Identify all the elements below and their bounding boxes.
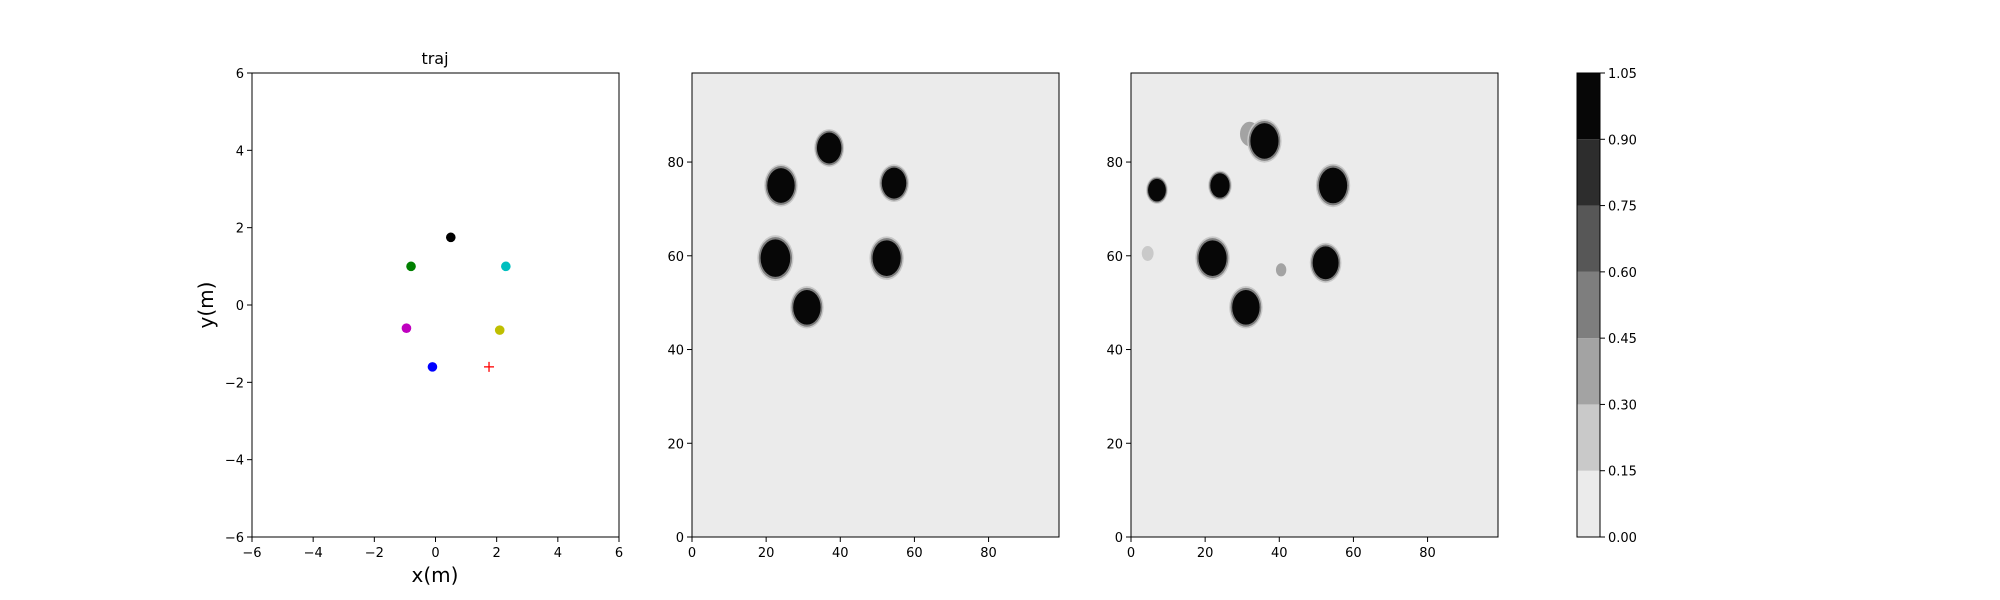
traj-x-tick-label: 0 xyxy=(431,546,439,561)
colorbar-tick-label: 0.75 xyxy=(1608,200,1637,215)
occupancy-blob xyxy=(764,164,798,207)
occupancy-blob xyxy=(1195,236,1230,280)
heatmap-2-y-axis: 0 20 40 60 80 xyxy=(1106,156,1131,546)
heatmap-2-frame xyxy=(1130,72,1499,538)
colorbar-band xyxy=(1577,271,1600,339)
colorbar-tick-label: 0.15 xyxy=(1608,465,1637,480)
occupancy-blob xyxy=(1315,163,1351,208)
heatmap-1-x-tick-label: 0 xyxy=(688,546,696,561)
colorbar-band xyxy=(1577,139,1600,206)
colorbar-band xyxy=(1577,205,1600,272)
occupancy-blob xyxy=(1229,286,1263,329)
heatmap-1-x-tick-label: 80 xyxy=(980,546,997,561)
scatter-point xyxy=(501,261,511,272)
heatmap-1-y-axis: 0 20 40 60 80 xyxy=(667,156,692,546)
traj-x-tick-label: 4 xyxy=(554,546,562,561)
scatter-point xyxy=(494,325,505,335)
occupancy-blob xyxy=(790,286,824,329)
colorbar: 0.00 0.15 0.30 0.45 0.60 0.75 0.90 1.05 xyxy=(1576,67,1637,546)
traj-y-tick-label: 4 xyxy=(236,144,244,159)
occupancy-blob xyxy=(1309,242,1342,283)
colorbar-tick-label: 0.30 xyxy=(1608,398,1637,413)
plus-marker xyxy=(484,361,495,372)
heatmap-1-blobs xyxy=(757,129,909,329)
occupancy-blob xyxy=(757,235,794,282)
heatmap-1-x-tick-label: 40 xyxy=(832,546,849,561)
traj-x-tick-label: −6 xyxy=(242,546,261,561)
heatmap-2-blobs xyxy=(1141,119,1351,329)
heatmap-1-y-tick-label: 80 xyxy=(667,156,684,171)
traj-y-tick-label: −2 xyxy=(225,376,244,391)
traj-x-axis: −6 −4 −2 0 2 4 6 xyxy=(242,537,623,561)
heatmap-2-x-axis: 0 20 40 60 80 xyxy=(1127,537,1436,561)
heatmap-1-y-tick-label: 0 xyxy=(676,531,684,546)
traj-panel: traj −6 −4 −2 0 2 4 6 −6 −4 −2 0 2 4 6 x(m) y(m) xyxy=(194,49,623,587)
heatmap-1-y-tick-label: 60 xyxy=(667,250,684,265)
heatmap-panel-1: 0 20 40 60 80 0 20 40 60 80 xyxy=(667,72,1060,561)
scatter-point xyxy=(427,362,438,372)
traj-title: traj xyxy=(421,49,448,68)
heatmap-2-background xyxy=(1131,73,1498,537)
colorbar-band xyxy=(1577,404,1600,471)
colorbar-tick-label: 0.00 xyxy=(1608,531,1637,546)
y-axis-label: y(m) xyxy=(194,282,218,329)
occupancy-blob xyxy=(1146,176,1168,204)
colorbar-band xyxy=(1577,470,1600,537)
traj-y-tick-label: 2 xyxy=(236,222,244,237)
traj-x-tick-label: −2 xyxy=(365,546,384,561)
heatmap-2-y-tick-label: 60 xyxy=(1106,250,1123,265)
traj-frame xyxy=(251,72,620,538)
traj-y-tick-label: 6 xyxy=(236,67,244,82)
x-axis-label: x(m) xyxy=(412,563,459,587)
traj-y-axis: −6 −4 −2 0 2 4 6 xyxy=(225,67,252,546)
occupancy-blob xyxy=(1141,245,1154,261)
traj-y-tick-label: −4 xyxy=(225,454,244,469)
heatmap-1-x-tick-label: 20 xyxy=(758,546,775,561)
occupancy-blob xyxy=(879,164,909,203)
occupancy-blob xyxy=(1247,119,1282,163)
heatmap-panel-2: 0 20 40 60 80 0 20 40 60 80 xyxy=(1106,72,1499,561)
heatmap-1-background xyxy=(692,73,1059,537)
occupancy-blob xyxy=(814,129,845,167)
colorbar-band xyxy=(1577,338,1600,405)
heatmap-2-y-tick-label: 20 xyxy=(1106,437,1123,452)
heatmap-1-frame xyxy=(691,72,1060,538)
traj-x-tick-label: 6 xyxy=(615,546,623,561)
heatmap-2-x-tick-label: 40 xyxy=(1271,546,1288,561)
traj-y-tick-label: 0 xyxy=(236,299,244,314)
traj-x-tick-label: 2 xyxy=(493,546,501,561)
heatmap-2-y-tick-label: 40 xyxy=(1106,344,1123,359)
heatmap-1-y-tick-label: 20 xyxy=(667,437,684,452)
heatmap-2-x-tick-label: 0 xyxy=(1127,546,1135,561)
scatter-point xyxy=(406,261,416,272)
occupancy-blob xyxy=(1208,170,1232,201)
scatter-point xyxy=(401,323,412,334)
heatmap-2-x-tick-label: 80 xyxy=(1419,546,1436,561)
colorbar-tick-label: 1.05 xyxy=(1608,67,1637,82)
heatmap-1-y-tick-label: 40 xyxy=(667,344,684,359)
colorbar-band xyxy=(1577,73,1600,140)
colorbar-tick-label: 0.45 xyxy=(1608,332,1637,347)
colorbar-bands xyxy=(1577,73,1600,537)
occupancy-blob xyxy=(1275,263,1287,277)
colorbar-ticks: 0.00 0.15 0.30 0.45 0.60 0.75 0.90 1.05 xyxy=(1600,67,1637,546)
traj-y-tick-label: −6 xyxy=(225,531,244,546)
heatmap-1-x-tick-label: 60 xyxy=(906,546,923,561)
heatmap-2-y-tick-label: 0 xyxy=(1115,531,1123,546)
heatmap-1-x-axis: 0 20 40 60 80 xyxy=(688,537,997,561)
heatmap-2-x-tick-label: 20 xyxy=(1197,546,1214,561)
heatmap-2-x-tick-label: 60 xyxy=(1345,546,1362,561)
colorbar-tick-label: 0.90 xyxy=(1608,133,1637,148)
occupancy-blob xyxy=(869,236,904,280)
colorbar-frame xyxy=(1576,72,1601,538)
traj-points xyxy=(401,232,511,372)
traj-x-tick-label: −4 xyxy=(304,546,323,561)
colorbar-tick-label: 0.60 xyxy=(1608,266,1637,281)
scatter-point xyxy=(445,232,456,243)
heatmap-2-y-tick-label: 80 xyxy=(1106,156,1123,171)
